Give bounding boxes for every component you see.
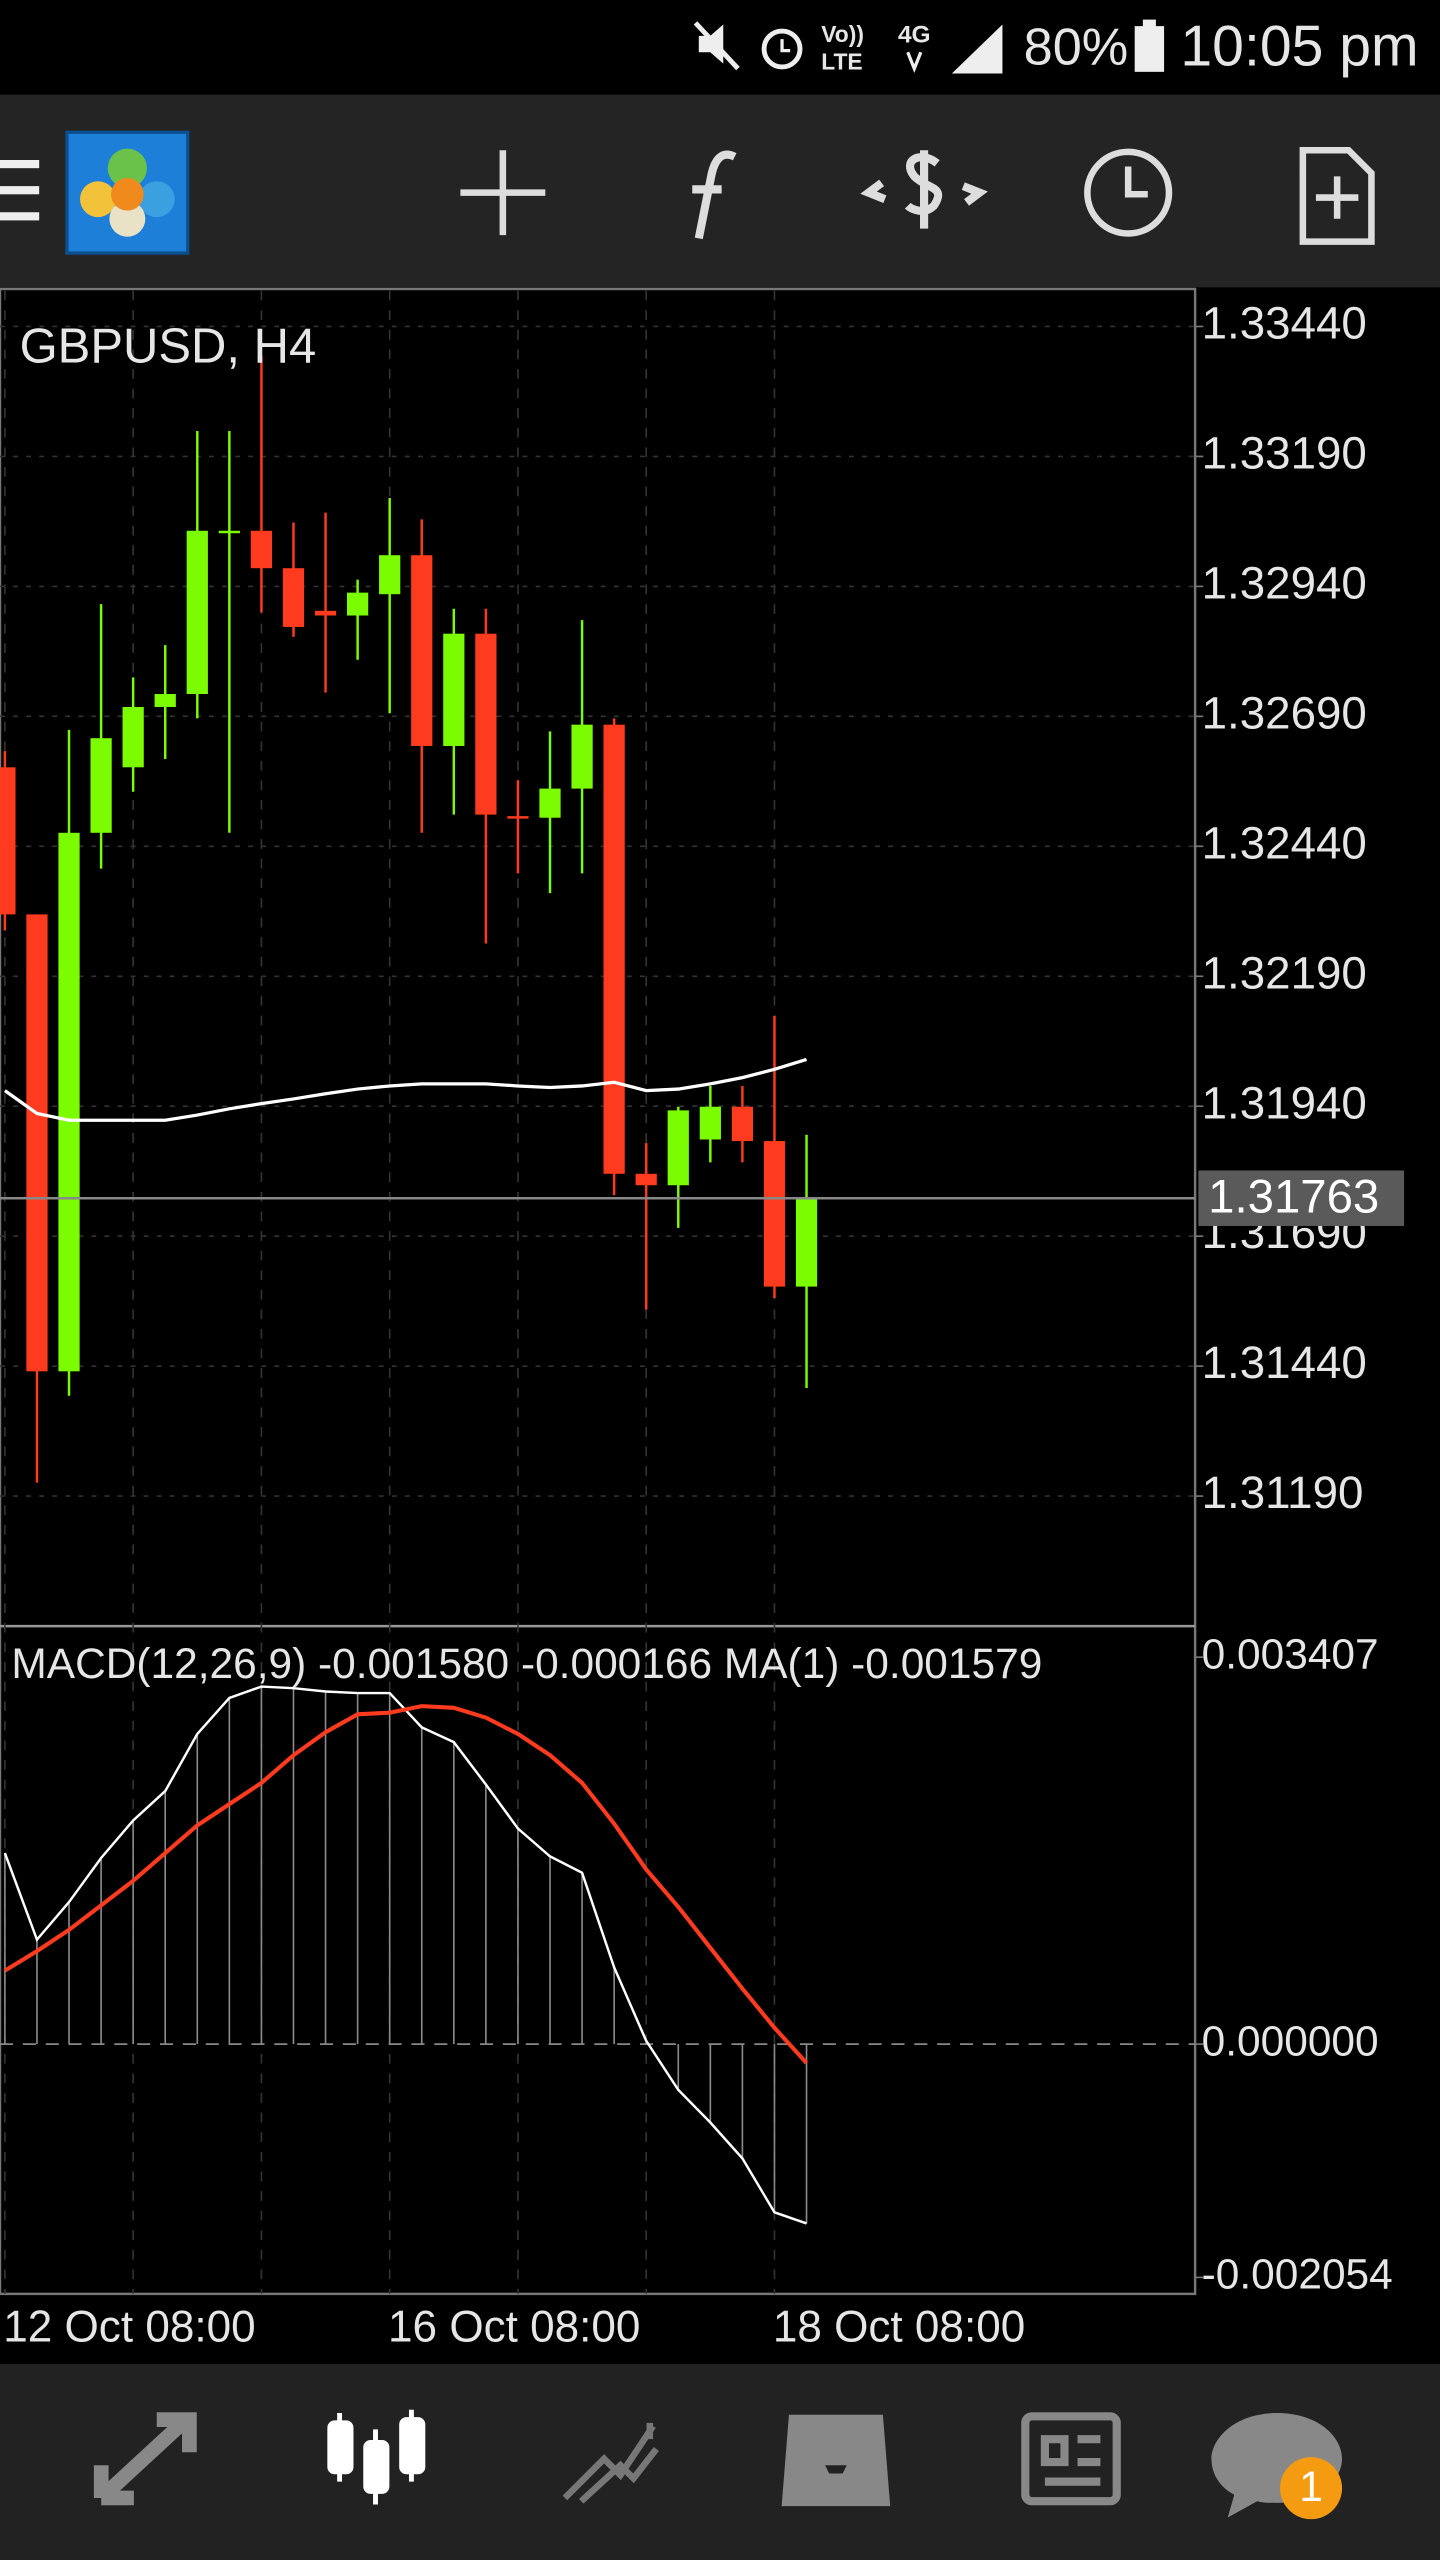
candle-body [379, 555, 401, 595]
candle-body [282, 568, 305, 627]
x-tick-label: 18 Oct 08:00 [773, 2302, 1025, 2351]
candle-body [154, 693, 176, 707]
candle-body [763, 1141, 786, 1287]
candle-body [58, 832, 80, 1372]
trade-button[interactable] [860, 150, 988, 229]
y-tick-label: 0.000000 [1202, 2017, 1379, 2064]
candle-body [795, 1198, 818, 1287]
clock: 10:05 pm [1180, 15, 1418, 79]
candle-body [347, 592, 369, 616]
macd-title: MACD(12,26,9) -0.001580 -0.000166 MA(1) … [11, 1640, 1042, 1687]
notification-badge-bg [1280, 2457, 1343, 2520]
y-tick-label: 1.32940 [1202, 557, 1367, 608]
bottom-nav [0, 2364, 1440, 2560]
chart-frame [0, 287, 1197, 2296]
plot-area [0, 290, 1196, 2294]
candle-body [667, 1110, 689, 1186]
candle-body [699, 1106, 721, 1140]
y-tick-label: 1.31940 [1202, 1077, 1367, 1128]
macd-signal-line [3, 1704, 809, 2065]
chart-tab[interactable] [327, 2409, 426, 2505]
candle-body [603, 724, 625, 1174]
period-button[interactable] [1084, 148, 1173, 237]
y-tick-label: 1.31440 [1202, 1337, 1367, 1388]
candle-body [250, 530, 273, 569]
chart-title: GBPUSD, H4 [20, 319, 317, 373]
new-order-button[interactable] [1299, 146, 1375, 245]
macd-header: MACD(12,26,9) -0.001580 -0.000166 MA(1) … [11, 1640, 1042, 1687]
candle-body [539, 788, 561, 818]
signal-icon [951, 24, 1003, 74]
menu-button[interactable] [0, 160, 40, 221]
battery-percent: 80% [1024, 18, 1129, 76]
lte-label: LTE [821, 49, 862, 75]
candle-body [90, 738, 112, 833]
x-tick-label: 16 Oct 08:00 [388, 2302, 640, 2351]
candle-body [314, 610, 337, 616]
candle-body [186, 530, 208, 694]
y-tick-label: 1.31190 [1202, 1467, 1364, 1518]
candle-body [635, 1173, 657, 1186]
network-label: 4G [898, 21, 931, 48]
y-tick-label: 1.32190 [1202, 947, 1367, 998]
x-tick-label: 12 Oct 08:00 [3, 2302, 255, 2351]
quotes-tab[interactable] [93, 2412, 197, 2506]
candle-body [218, 530, 240, 534]
y-tick-label: 1.33440 [1202, 298, 1367, 349]
candle-body [122, 706, 144, 768]
candle-body [0, 767, 16, 915]
news-tab[interactable] [1021, 2412, 1121, 2506]
battery-icon [1134, 19, 1165, 72]
candle-body [443, 633, 465, 746]
current-price-label: 1.31763 [1208, 1170, 1379, 1223]
app-logo[interactable] [65, 130, 190, 255]
y-tick-label: -0.002054 [1202, 2251, 1393, 2298]
candle-body [475, 633, 497, 815]
y-tick-label: 1.33190 [1202, 428, 1367, 479]
crosshair-button[interactable] [460, 150, 546, 236]
trade-tab[interactable] [562, 2422, 659, 2504]
alarm-icon [761, 28, 803, 70]
data-arrows [906, 51, 923, 73]
current-price-box [1198, 1170, 1405, 1226]
notification-badge: 1 [1299, 2463, 1323, 2510]
y-tick-label: 1.32440 [1202, 817, 1367, 868]
history-tab[interactable] [781, 2414, 891, 2507]
volte-label: Vo)) [821, 21, 864, 47]
candle-body [411, 555, 433, 746]
candle-body [571, 724, 593, 789]
moving-average [3, 1057, 808, 1122]
candle-body [731, 1106, 754, 1142]
indicators-button[interactable] [692, 150, 737, 240]
mute-icon [693, 21, 740, 71]
candle-body [26, 914, 48, 1372]
y-tick-label: 0.003407 [1202, 1630, 1379, 1677]
y-tick-label: 1.32690 [1202, 687, 1367, 738]
candle-body [507, 816, 529, 819]
